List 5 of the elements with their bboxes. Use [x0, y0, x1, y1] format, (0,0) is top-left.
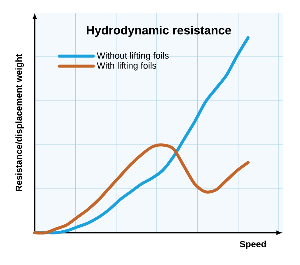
legend-label: With lifting foils	[97, 62, 156, 71]
x-axis-title: Speed	[240, 240, 266, 250]
chart-title: Hydrodynamic resistance	[87, 26, 232, 38]
y-axis-title: Resistance/displacement weight	[16, 54, 24, 192]
legend-label: Without lifting foils	[97, 52, 169, 61]
